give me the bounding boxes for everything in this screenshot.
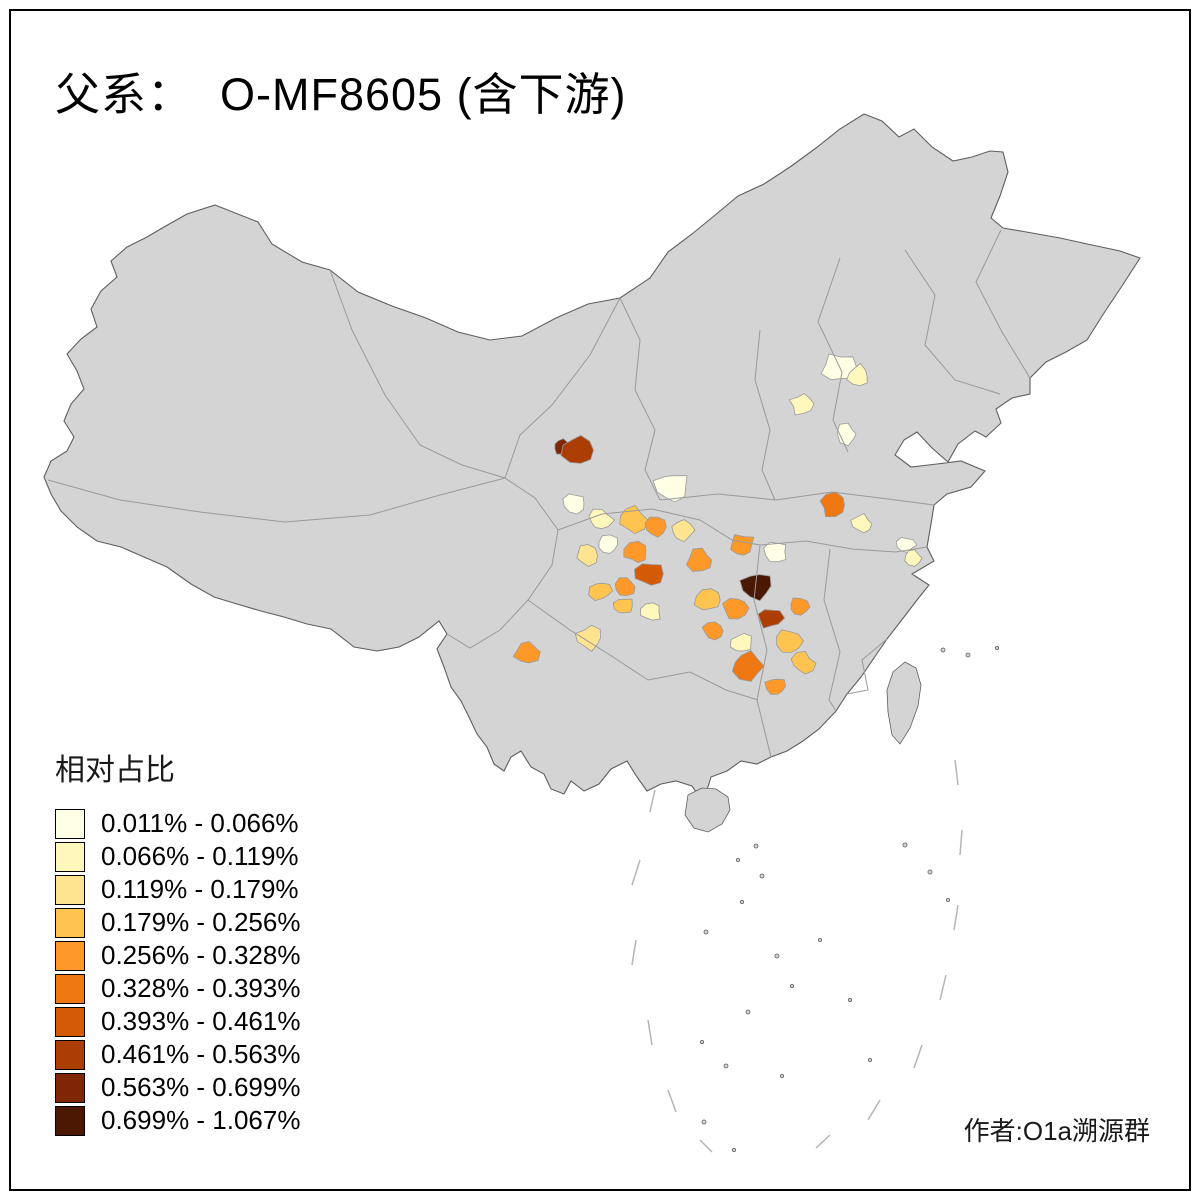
plot-title: 父系： O-MF8605 (含下游) xyxy=(55,69,627,120)
prefecture-region xyxy=(576,544,598,567)
prefecture-region xyxy=(776,629,804,653)
legend-label: 0.119% - 0.179% xyxy=(101,874,299,904)
prefecture-region xyxy=(731,650,765,682)
prefecture-region xyxy=(790,597,811,616)
china-mainland xyxy=(43,113,1141,813)
legend-label: 0.699% - 1.067% xyxy=(101,1105,301,1135)
prefecture-region xyxy=(560,435,594,464)
prefecture-region xyxy=(764,678,787,695)
legend-row: 0.011% - 0.066% xyxy=(55,807,300,840)
legend-row: 0.563% - 0.699% xyxy=(55,1071,300,1104)
prefecture-region xyxy=(671,519,696,543)
prefecture-region xyxy=(612,598,633,614)
legend-row: 0.119% - 0.179% xyxy=(55,873,300,906)
legend-swatch xyxy=(55,1105,85,1136)
legend-swatch xyxy=(55,907,85,938)
prefecture-region xyxy=(819,491,845,517)
prefecture-region xyxy=(701,621,724,641)
prefecture-region xyxy=(562,493,585,515)
prefecture-region xyxy=(693,588,721,611)
legend-row: 0.066% - 0.119% xyxy=(55,840,300,873)
legend: 相对占比 0.011% - 0.066% 0.066% - 0.119% 0.119… xyxy=(55,745,300,1137)
province-borders xyxy=(47,229,1031,758)
legend-swatch xyxy=(55,973,85,1004)
prefecture-region xyxy=(729,633,752,652)
legend-label: 0.179% - 0.256% xyxy=(101,907,301,937)
prefecture-region xyxy=(614,577,636,597)
legend-label: 0.461% - 0.563% xyxy=(101,1039,301,1069)
legend-swatch xyxy=(55,1039,85,1070)
prefecture-region xyxy=(904,549,923,567)
legend-swatch xyxy=(55,808,85,839)
prefecture-region xyxy=(588,582,614,602)
prefecture-region xyxy=(619,504,649,535)
prefecture-region xyxy=(846,362,868,387)
legend-label: 0.066% - 0.119% xyxy=(101,841,299,871)
legend-row: 0.699% - 1.067% xyxy=(55,1104,300,1137)
prefecture-region xyxy=(652,475,688,503)
prefecture-region xyxy=(757,609,786,629)
prefecture-region xyxy=(640,602,661,621)
prefecture-region xyxy=(685,547,713,572)
hainan-island xyxy=(684,787,731,833)
legend-rows: 0.011% - 0.066% 0.066% - 0.119% 0.119% - 0… xyxy=(55,807,300,1137)
nine-dash-line xyxy=(631,759,963,1153)
legend-row: 0.393% - 0.461% xyxy=(55,1005,300,1038)
legend-swatch xyxy=(55,841,85,872)
legend-label: 0.256% - 0.328% xyxy=(101,940,301,970)
prefecture-region xyxy=(644,516,667,538)
prefecture-region xyxy=(588,508,616,530)
author-credit: 作者:O1a溯源群 xyxy=(963,1116,1150,1146)
taiwan-island xyxy=(886,661,922,745)
prefecture-region xyxy=(730,534,755,556)
legend-swatch xyxy=(55,1072,85,1103)
prefecture-region xyxy=(623,540,647,563)
prefecture-region xyxy=(722,597,750,620)
legend-title: 相对占比 xyxy=(55,754,175,787)
sea-islands xyxy=(700,646,1000,1153)
prefecture-region xyxy=(763,541,787,563)
legend-swatch xyxy=(55,874,85,905)
legend-label: 0.328% - 0.393% xyxy=(101,973,301,1003)
legend-label: 0.393% - 0.461% xyxy=(101,1006,301,1036)
legend-swatch xyxy=(55,940,85,971)
legend-row: 0.328% - 0.393% xyxy=(55,972,300,1005)
prefecture-region xyxy=(634,563,664,586)
prefecture-region xyxy=(512,641,541,664)
legend-row: 0.179% - 0.256% xyxy=(55,906,300,939)
legend-label: 0.563% - 0.699% xyxy=(101,1072,301,1102)
prefecture-region xyxy=(790,650,817,675)
prefecture-region xyxy=(598,534,618,554)
legend-row: 0.256% - 0.328% xyxy=(55,939,300,972)
legend-swatch xyxy=(55,1006,85,1037)
prefecture-region xyxy=(850,512,873,534)
prefecture-region xyxy=(788,393,815,416)
legend-row: 0.461% - 0.563% xyxy=(55,1038,300,1071)
legend-label: 0.011% - 0.066% xyxy=(101,808,299,838)
